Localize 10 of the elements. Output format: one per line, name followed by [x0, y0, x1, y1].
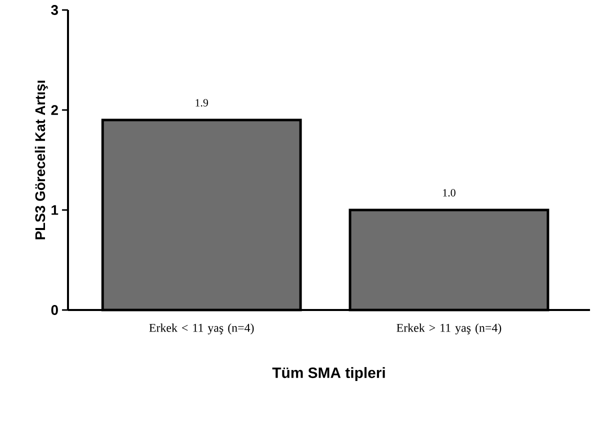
y-tick-label: 3	[51, 5, 58, 15]
x-tick-label: Erkek > 11 yaş (n=4)	[396, 323, 502, 334]
y-tick-label: 1	[52, 205, 58, 215]
data-label: 1.9	[196, 99, 208, 107]
y-axis-title: PLS3 Göreceli Kat Artışı	[34, 80, 48, 240]
x-tick-label: Erkek < 11 yaş (n=4)	[149, 323, 254, 334]
x-axis-title: Tüm SMA tipleri	[272, 367, 385, 382]
y-tick-label: 2	[51, 105, 58, 115]
data-label: 1.0	[443, 189, 456, 197]
y-tick-label: 0	[51, 305, 58, 315]
